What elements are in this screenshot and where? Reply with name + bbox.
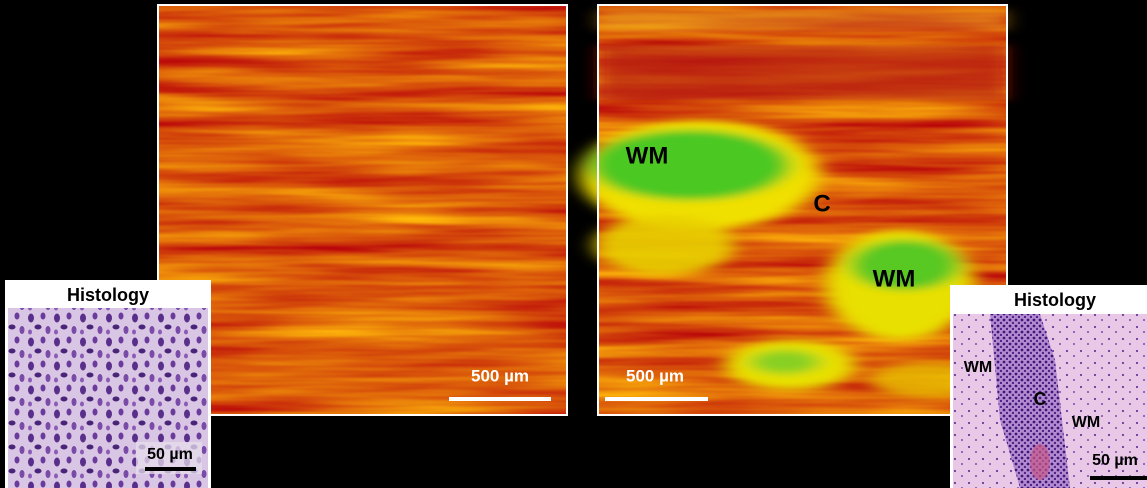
figure: 500 µm WM C WM 500 µm Histology 50 µm — [0, 0, 1147, 488]
region-label: WM — [873, 265, 916, 292]
vessel — [1030, 444, 1050, 480]
inset-title: Histology — [1014, 290, 1096, 310]
scale-label: 500 µm — [471, 366, 529, 385]
scale-label: 500 µm — [626, 366, 684, 385]
region-label: WM — [964, 359, 992, 376]
yellow-band — [600, 10, 1006, 30]
heatmap-left: 500 µm — [158, 5, 567, 415]
heatmap-texture — [159, 6, 566, 414]
region-label: WM — [1072, 414, 1100, 431]
region-label: WM — [626, 142, 669, 169]
green-region — [750, 350, 820, 374]
yellow-region — [595, 215, 735, 275]
inset-title: Histology — [67, 285, 149, 305]
green-region — [590, 130, 790, 200]
scale-label: 50 µm — [147, 446, 193, 463]
region-label: C — [1034, 389, 1047, 409]
histology-inset-left: Histology 50 µm — [5, 280, 211, 488]
histology-inset-right: Histology WM C WM 50 µm — [950, 285, 1147, 488]
dark-band — [600, 45, 1006, 100]
page: 500 µm WM C WM 500 µm Histology 50 µm — [0, 0, 1147, 488]
heatmap-right: WM C WM 500 µm — [580, 5, 1007, 415]
scale-label: 50 µm — [1092, 452, 1138, 469]
region-label: C — [813, 190, 830, 217]
